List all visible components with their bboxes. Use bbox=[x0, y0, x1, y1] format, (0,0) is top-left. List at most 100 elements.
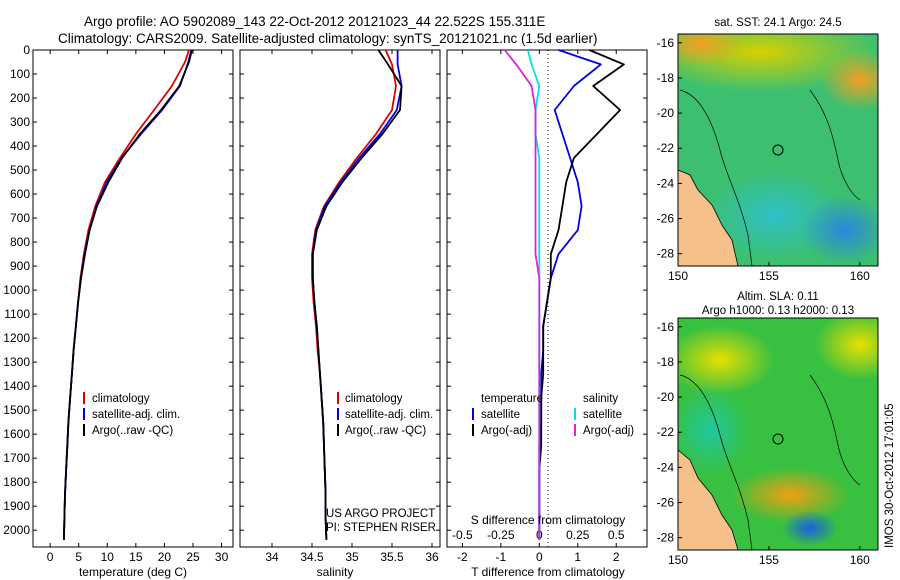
temperature-x-label: temperature (deg C) bbox=[79, 565, 187, 579]
lat-tick-label: -26 bbox=[657, 212, 675, 226]
sla-high-northwest bbox=[678, 325, 775, 395]
depth-tick-label: 800 bbox=[10, 235, 30, 249]
salinity-x-axis: 34 34.5 35 35.5 36 bbox=[265, 50, 439, 564]
legend-label-s-argo: Argo(-adj) bbox=[583, 425, 634, 437]
salinity-legend: climatology satellite-adj. clim. Argo(..… bbox=[337, 392, 433, 437]
s-diff-tick-label: -0.5 bbox=[452, 528, 473, 542]
sla-high-south bbox=[730, 467, 850, 523]
legend-title-temperature: temperature bbox=[481, 393, 543, 405]
sst-cold-region bbox=[800, 195, 878, 265]
x-tick-label: 30 bbox=[215, 550, 229, 564]
salinity-difference-axis: -0.5 -0.25 0 0.25 0.5 bbox=[452, 528, 625, 542]
depth-tick-label: 700 bbox=[10, 211, 30, 225]
sst-depth-contour bbox=[679, 89, 753, 266]
series-line-argo-raw-qc- bbox=[63, 49, 193, 540]
sst-argo-location bbox=[772, 144, 784, 156]
header-line-2: Climatology: CARS2009. Satellite-adjuste… bbox=[58, 31, 598, 46]
sst-map-frame bbox=[677, 33, 879, 267]
sla-argo-location bbox=[772, 433, 784, 445]
salinity-axes-frame bbox=[239, 49, 441, 548]
x-tick-label: 20 bbox=[158, 550, 172, 564]
sla-map-title-1: Altim. SLA: 0.11 bbox=[737, 291, 819, 303]
depth-tick-label: 1400 bbox=[3, 379, 30, 393]
difference-depth-ticks bbox=[447, 49, 647, 531]
sla-land-australia bbox=[678, 449, 739, 550]
legend-title-salinity: salinity bbox=[583, 393, 618, 405]
depth-tick-label: 0 bbox=[23, 43, 30, 57]
x-tick-label: 5 bbox=[75, 550, 82, 564]
temperature-x-axis: 0 5 10 15 20 25 30 bbox=[47, 50, 229, 564]
depth-tick-label: 900 bbox=[10, 259, 30, 273]
lat-tick-label: -20 bbox=[657, 106, 675, 120]
sst-warm-patch-east bbox=[820, 50, 878, 110]
sst-warm-patch bbox=[678, 34, 745, 66]
series-line-temperature-argo-adj- bbox=[538, 49, 625, 540]
depth-tick-label: 600 bbox=[10, 187, 30, 201]
t-difference-x-label: T difference from climatology bbox=[471, 565, 625, 579]
salinity-difference-legend: salinity satellite Argo(-adj) bbox=[574, 393, 634, 437]
depth-tick-label: 1300 bbox=[3, 355, 30, 369]
lon-tick-label: 160 bbox=[850, 553, 870, 567]
salinity-panel: 34 34.5 35 35.5 36 salinity climatology sate… bbox=[239, 49, 441, 579]
x-tick-label: 1 bbox=[574, 550, 581, 564]
depth-tick-label: 1100 bbox=[4, 307, 30, 321]
sla-map-title-2: Argo h1000: 0.13 h2000: 0.13 bbox=[702, 305, 854, 317]
temperature-panel: 0100200300400500600700800900100011001200… bbox=[3, 43, 234, 579]
legend-label-satellite: satellite-adj. clim. bbox=[345, 409, 433, 421]
depth-tick-label: 2000 bbox=[3, 523, 30, 537]
difference-axes-frame bbox=[446, 49, 648, 548]
series-line-satellite-adj-clim- bbox=[63, 49, 193, 540]
sla-lat-axis: -16 -18 -20 -22 -24 -26 -28 bbox=[657, 320, 682, 545]
header-line-1: Argo profile: AO 5902089_143 22-Oct-2012… bbox=[84, 14, 545, 29]
x-tick-label: 2 bbox=[613, 550, 620, 564]
difference-panel: -2 -1 0 1 2 -0.5 -0.25 0 0.25 0.5 T difference f… bbox=[446, 49, 648, 579]
x-tick-label: 15 bbox=[129, 550, 143, 564]
legend-label-argo: Argo(..raw -QC) bbox=[345, 425, 426, 437]
sla-low-eddy bbox=[782, 510, 838, 546]
sst-field bbox=[678, 34, 878, 266]
x-tick-label: 34.5 bbox=[300, 550, 324, 564]
sla-depth-contour bbox=[679, 374, 753, 550]
depth-tick-label: 1500 bbox=[3, 403, 30, 417]
sst-map: sat. SST: 24.1 Argo: 24.5 -16 -18 -20 -22 -2… bbox=[657, 17, 879, 283]
depth-tick-label: 1800 bbox=[3, 475, 30, 489]
depth-tick-label: 1700 bbox=[3, 451, 30, 465]
lat-tick-label: -18 bbox=[657, 355, 675, 369]
series-line-climatology bbox=[63, 49, 190, 540]
lon-tick-label: 155 bbox=[759, 553, 779, 567]
s-difference-x-label: S difference from climatology bbox=[471, 513, 626, 527]
x-tick-label: 25 bbox=[186, 550, 200, 564]
x-tick-label: 35.5 bbox=[380, 550, 404, 564]
lon-tick-label: 150 bbox=[668, 553, 688, 567]
x-tick-label: -1 bbox=[496, 550, 507, 564]
series-line-argo-raw-qc- bbox=[311, 49, 403, 540]
sst-lon-axis: 150 155 160 bbox=[668, 262, 870, 283]
lat-tick-label: -28 bbox=[657, 531, 675, 545]
series-line-satellite-adj-clim- bbox=[311, 50, 403, 540]
lat-tick-label: -26 bbox=[657, 496, 675, 510]
legend-label-s-satellite: satellite bbox=[583, 409, 622, 421]
lat-tick-label: -16 bbox=[657, 320, 675, 334]
project-annotation-line-2: PI: STEPHEN RISER bbox=[326, 522, 436, 534]
salinity-x-label: salinity bbox=[317, 565, 354, 579]
legend-label-t-satellite: satellite bbox=[481, 409, 520, 421]
legend-label-t-argo: Argo(-adj) bbox=[481, 425, 532, 437]
depth-axis: 0 100 200 300 400 500 600 700 800 900 1000 1100 1200… bbox=[3, 43, 233, 537]
salinity-series bbox=[311, 49, 403, 540]
x-tick-label: 36 bbox=[425, 550, 439, 564]
x-tick-label: 34 bbox=[265, 550, 279, 564]
sla-lon-axis: 150 155 160 bbox=[668, 546, 870, 567]
x-tick-label: 35 bbox=[345, 550, 359, 564]
lat-tick-label: -24 bbox=[657, 176, 675, 190]
s-diff-tick-label: 0.25 bbox=[566, 528, 590, 542]
temperature-axes-frame bbox=[32, 49, 234, 548]
sla-high-northeast bbox=[815, 318, 878, 380]
lat-tick-label: -24 bbox=[657, 460, 675, 474]
sst-plateau-contour bbox=[809, 89, 861, 201]
legend-label-satellite: satellite-adj. clim. bbox=[92, 409, 180, 421]
s-diff-tick-label: 0.5 bbox=[608, 528, 625, 542]
lon-tick-label: 150 bbox=[668, 269, 688, 283]
sla-teal-region bbox=[678, 385, 750, 475]
sst-lat-axis: -16 -18 -20 -22 -24 -26 -28 bbox=[657, 36, 682, 261]
